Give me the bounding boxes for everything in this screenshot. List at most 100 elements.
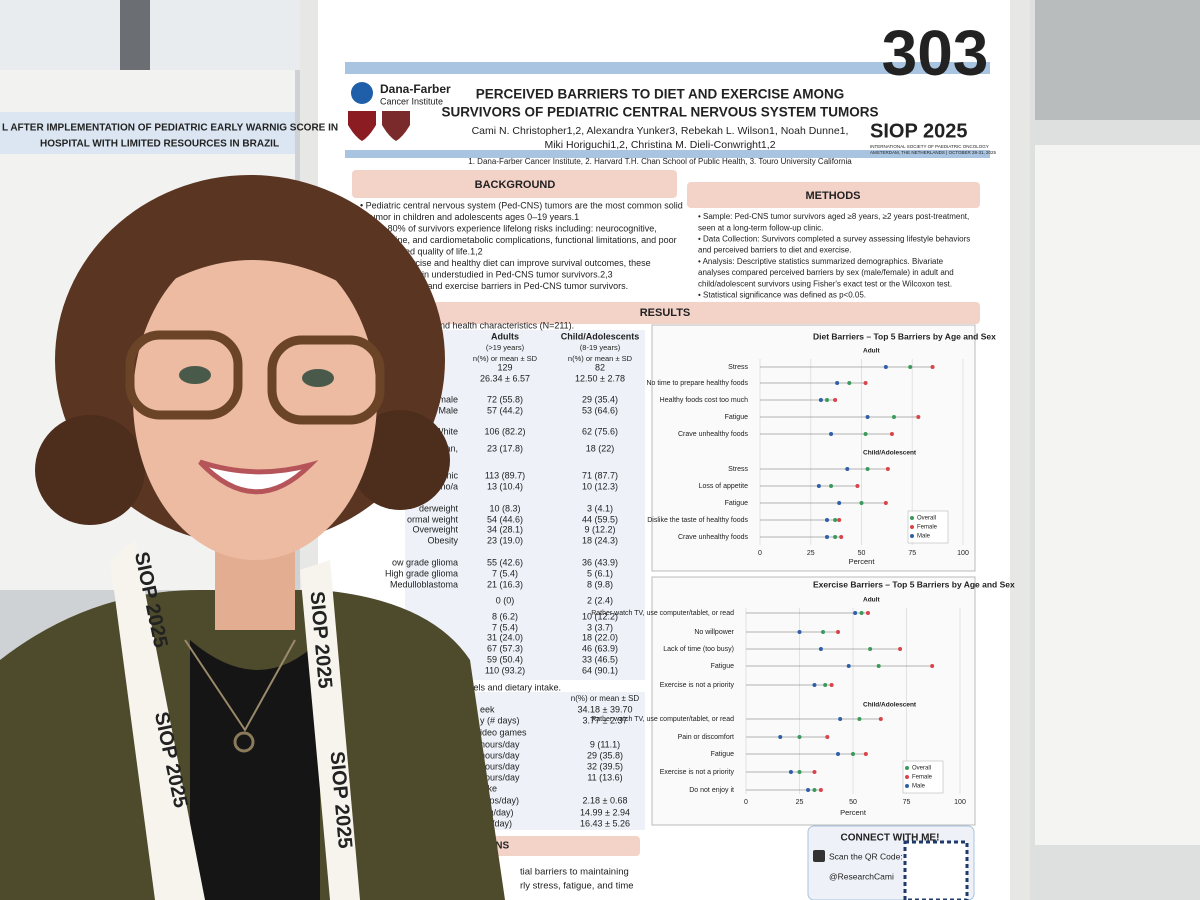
dot (818, 398, 823, 402)
connect-title: CONNECT WITH ME! (841, 833, 940, 844)
table-header: n(%) or mean ± SD (473, 354, 538, 363)
methods-text: analyses compared perceived barriers by … (698, 268, 954, 277)
conference-sub: AMSTERDAM, THE NETHERLANDS | OCTOBER 28-… (870, 150, 997, 155)
institution: Dana-Farber (380, 82, 451, 96)
table-row-label: hours/day (480, 761, 520, 771)
dot (930, 365, 935, 369)
dot (823, 683, 828, 687)
table-cell: 44 (59.5) (582, 514, 618, 524)
dot (863, 381, 868, 385)
dot (829, 683, 834, 687)
legend-swatch (905, 775, 909, 779)
dot (837, 518, 842, 522)
table-cell: 10 (12.3) (582, 481, 618, 491)
dot (829, 432, 834, 436)
category-label: Stress (728, 364, 748, 371)
table-cell: 10 (12.2) (582, 611, 618, 621)
category-label: Exercise is not a priority (660, 769, 735, 776)
category-label: Stress (728, 466, 748, 473)
table-cell: 32 (39.5) (587, 761, 623, 771)
table-cell: 13 (10.4) (487, 481, 523, 491)
section-title: METHODS (806, 190, 861, 202)
dot (839, 535, 844, 539)
table-cell: 18 (22) (586, 443, 615, 453)
dot (797, 630, 802, 634)
qr-code (903, 840, 969, 900)
table-header: n(%) or mean ± SD (568, 354, 633, 363)
table-row-label: Overweight (412, 524, 458, 534)
table-cell: 11 (13.6) (587, 772, 622, 782)
table-cell: 23 (17.8) (487, 443, 523, 453)
table-row-label: ow grade glioma (392, 557, 458, 567)
table-cell: 67 (57.3) (487, 643, 523, 653)
section-title: BACKGROUND (475, 179, 556, 191)
dot (797, 770, 802, 774)
category-label: Crave unhealthy foods (678, 534, 749, 541)
dot (908, 365, 913, 369)
methods-text: seen at a long-term follow-up clinic. (698, 223, 823, 232)
dot (835, 381, 840, 385)
table-header: Child/Adolescents (561, 331, 640, 341)
legend-swatch (910, 516, 914, 520)
table-cell: 7 (5.4) (492, 622, 518, 632)
glasses (267, 335, 385, 425)
legend-label: Female (917, 525, 938, 531)
dot (778, 735, 783, 739)
left-poster-title: L AFTER IMPLEMENTATION OF PEDIATRIC EARL… (2, 123, 338, 134)
poster-title: PERCEIVED BARRIERS TO DIET AND EXERCISE … (476, 87, 845, 102)
dot (859, 611, 864, 615)
category-label: Fatigue (725, 500, 748, 507)
section-header (352, 302, 980, 324)
table-cell: 57 (44.2) (487, 405, 523, 415)
dot (863, 752, 868, 756)
table-cell: 36 (43.9) (582, 557, 618, 567)
dot (836, 630, 841, 634)
dot (812, 770, 817, 774)
hair (350, 410, 450, 510)
x-tick-label: 75 (903, 799, 911, 806)
legend-swatch (910, 525, 914, 529)
table-cell: 3 (4.1) (587, 503, 613, 513)
smile (198, 459, 319, 495)
category-label: Crave unhealthy foods (678, 431, 749, 438)
poster-title: SURVIVORS OF PEDIATRIC CENTRAL NERVOUS S… (441, 105, 878, 120)
table-row-label: cups/day) (480, 795, 519, 805)
header-band (345, 150, 990, 158)
table-row-label: y (# days) (480, 715, 520, 725)
section-header (687, 182, 980, 208)
table-row-label: derweight (419, 503, 459, 513)
legend-label: Female (912, 775, 933, 781)
dot (824, 535, 829, 539)
x-tick-label: 50 (849, 799, 857, 806)
dot (889, 432, 894, 436)
table-cell: 29 (35.4) (582, 394, 618, 404)
methods-text: child/adolescent survivors using Fisher'… (698, 279, 952, 288)
category-label: Rather watch TV, use computer/tablet, or… (591, 716, 734, 723)
dot (851, 752, 855, 756)
top (190, 640, 320, 900)
dot (865, 467, 870, 471)
dot (847, 381, 852, 385)
x-tick-label: 100 (957, 550, 969, 557)
dot (883, 501, 888, 505)
methods-text: • Sample: Ped-CNS tumor survivors aged ≥… (698, 212, 969, 221)
legend-label: Male (917, 534, 931, 540)
table-row-label: emale (433, 394, 458, 404)
hair (140, 235, 370, 300)
table-row-label: hours/day (480, 772, 520, 782)
face (133, 240, 377, 560)
table-cell: 12.50 ± 2.78 (575, 373, 625, 383)
table-cell: 14.99 ± 2.94 (580, 807, 630, 817)
category-label: Fatigue (711, 663, 734, 670)
charts: Diet Barriers – Top 5 Barriers by Age an… (591, 331, 1015, 817)
conference-sub: INTERNATIONAL SOCIETY OF PAEDIATRIC ONCO… (870, 144, 989, 149)
person (0, 175, 505, 900)
dot (838, 717, 843, 721)
necklace (184, 639, 296, 732)
dot (865, 611, 870, 615)
x-tick-label: 50 (858, 550, 866, 557)
table-cell: 110 (93.2) (485, 665, 525, 675)
table-cell: 8 (9.8) (587, 579, 613, 589)
header-band (345, 62, 990, 74)
background-text: tumor in children and adolescents ages 0… (368, 212, 579, 222)
